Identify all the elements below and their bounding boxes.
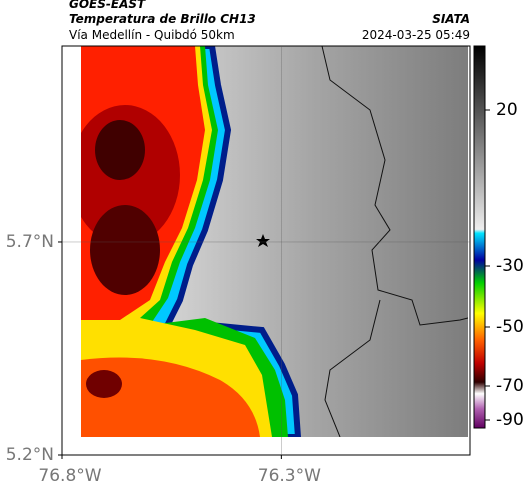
colorbar-tick-label: -30 (496, 256, 524, 276)
colorbar-tick-label: -90 (496, 410, 524, 430)
satellite-image (81, 46, 468, 437)
lon-tick-label: 76.8°W (38, 466, 101, 486)
lat-tick-label: 5.2°N (6, 445, 54, 465)
subtitle: Vía Medellín - Quibdó 50km (69, 28, 235, 42)
colorbar-tick-label: -70 (496, 376, 524, 396)
source: GOES-EAST (69, 0, 146, 11)
colorbar-tick-label: 20 (496, 100, 518, 120)
title: Temperatura de Brillo CH13 (69, 12, 256, 26)
colorbar-tick-label: -50 (496, 317, 524, 337)
lat-tick-label: 5.7°N (6, 232, 54, 252)
lon-tick-label: 76.3°W (258, 466, 321, 486)
org: SIATA (432, 12, 470, 26)
datetime: 2024-03-25 05:49 (361, 28, 470, 42)
colorbar (473, 45, 486, 429)
